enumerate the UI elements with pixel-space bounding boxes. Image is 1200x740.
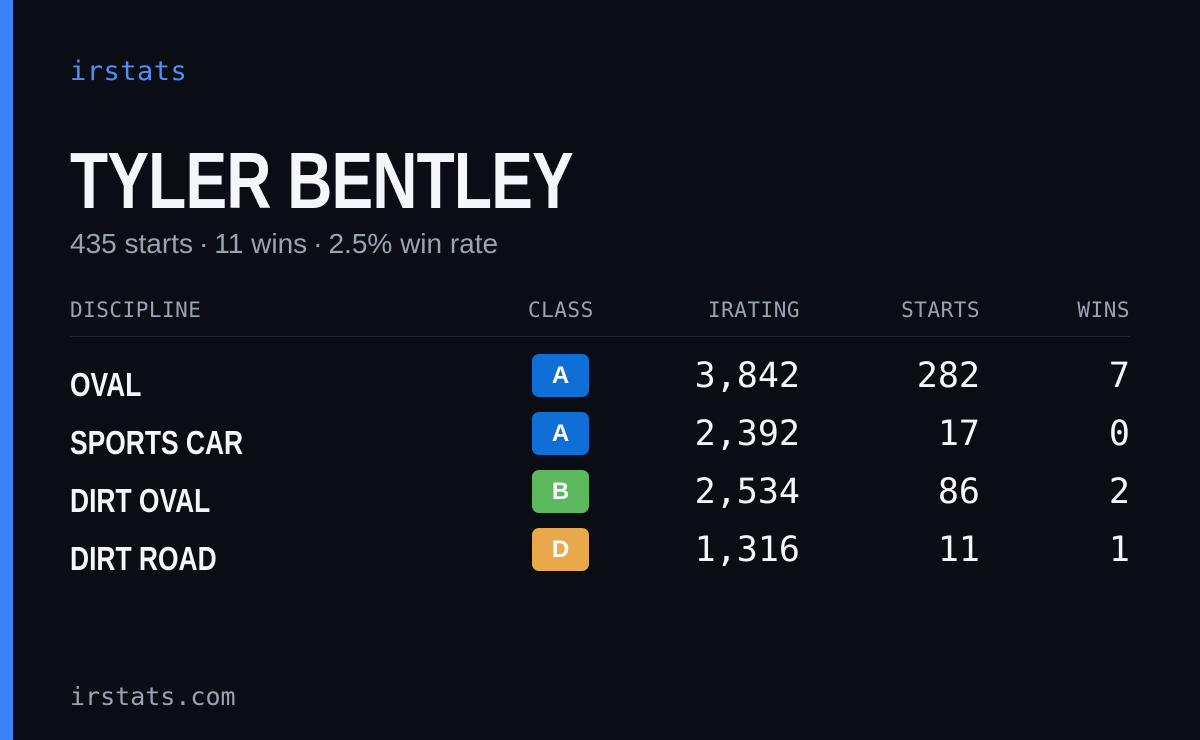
class-badge: A (532, 412, 589, 455)
table-row: OVAL A 3,842 282 7 (70, 350, 1130, 408)
class-badge: A (532, 354, 589, 397)
header-discipline: DISCIPLINE (70, 298, 202, 322)
wins-value: 7 (1108, 356, 1130, 396)
table-row: DIRT ROAD D 1,316 11 1 (70, 524, 1130, 582)
irating-value: 2,392 (694, 414, 800, 454)
irating-value: 1,316 (694, 530, 800, 570)
table-header: DISCIPLINE CLASS IRATING STARTS WINS (70, 298, 1130, 337)
starts-value: 282 (916, 356, 980, 396)
irating-value: 3,842 (694, 356, 800, 396)
player-name: TYLER BENTLEY (70, 136, 574, 225)
wins-count: 11 wins (214, 228, 308, 259)
class-badge: D (532, 528, 589, 571)
starts-value: 11 (937, 530, 980, 570)
header-irating: IRATING (707, 298, 800, 322)
header-class: CLASS (528, 298, 594, 322)
wins-value: 2 (1108, 472, 1130, 512)
header-wins: WINS (1077, 298, 1130, 322)
brand-logo: irstats (70, 56, 188, 87)
win-rate: 2.5% win rate (328, 228, 499, 259)
irating-value: 2,534 (694, 472, 800, 512)
starts-count: 435 starts (70, 228, 193, 259)
stats-table: OVAL A 3,842 282 7 SPORTS CAR A 2,392 17… (70, 350, 1130, 582)
discipline-name: SPORTS CAR (70, 424, 244, 461)
header-starts: STARTS (901, 298, 980, 322)
table-row: DIRT OVAL B 2,534 86 2 (70, 466, 1130, 524)
footer-url: irstats.com (70, 682, 236, 711)
starts-value: 86 (937, 472, 980, 512)
discipline-name: DIRT ROAD (70, 540, 217, 577)
discipline-name: OVAL (70, 366, 142, 403)
wins-value: 1 (1108, 530, 1130, 570)
discipline-name: DIRT OVAL (70, 482, 211, 519)
class-badge: B (532, 470, 589, 513)
player-summary: 435 starts · 11 wins · 2.5% win rate (70, 228, 498, 260)
table-row: SPORTS CAR A 2,392 17 0 (70, 408, 1130, 466)
separator: · (313, 228, 323, 259)
wins-value: 0 (1108, 414, 1130, 454)
starts-value: 17 (937, 414, 980, 454)
separator: · (198, 228, 209, 259)
accent-bar (0, 0, 13, 740)
